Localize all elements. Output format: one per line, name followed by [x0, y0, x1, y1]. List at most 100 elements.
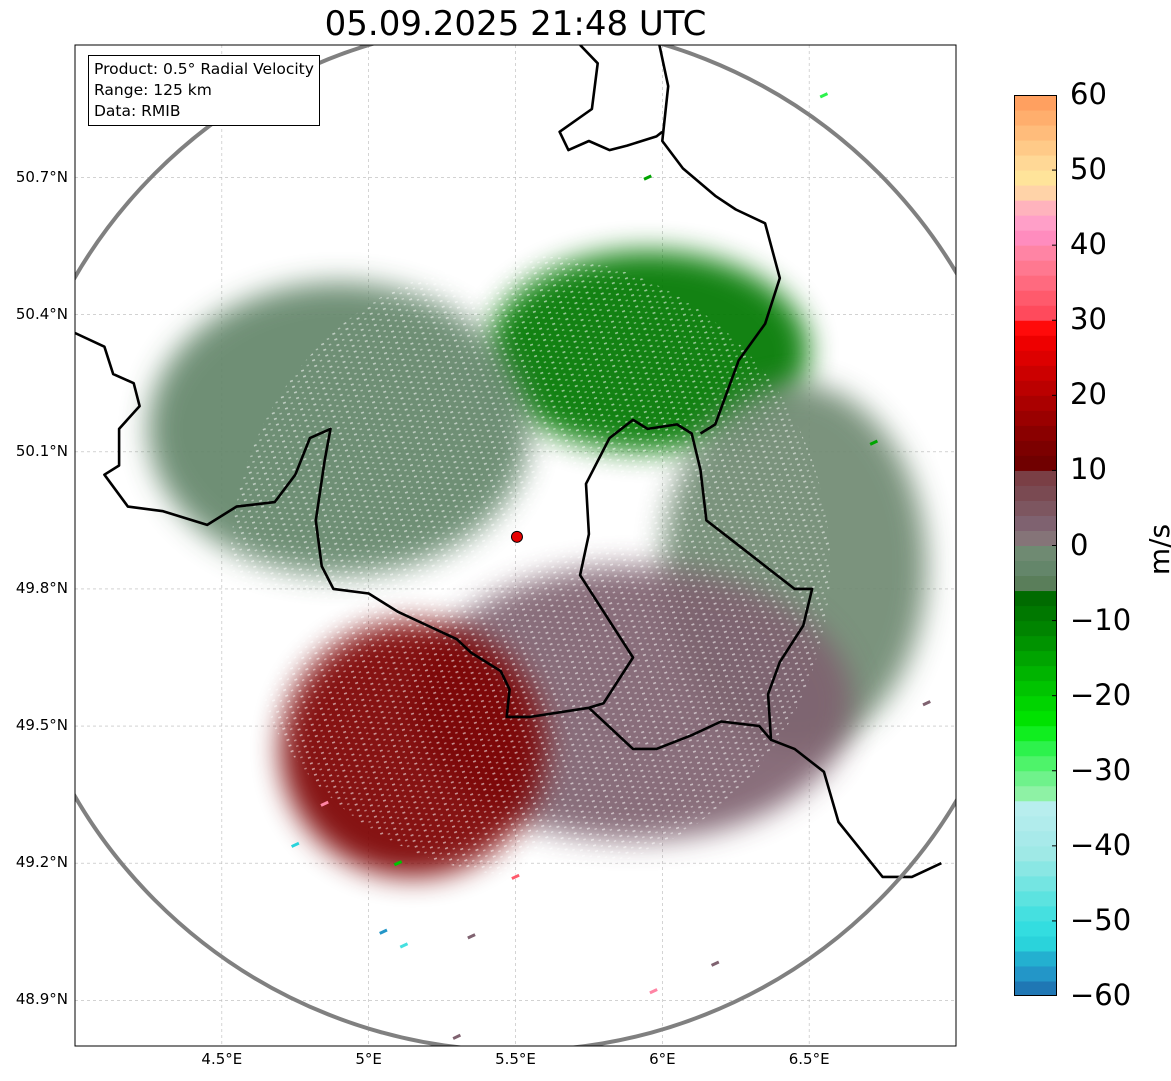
colorbar-band — [1014, 770, 1057, 787]
colorbar-tick-label: −20 — [1070, 677, 1132, 712]
lat-tick-label: 49.8°N — [15, 578, 68, 597]
velocity-echoes — [148, 92, 931, 1040]
map-title: 05.09.2025 21:48 UTC — [324, 4, 707, 44]
echo-gate — [819, 92, 829, 99]
radar-site-marker — [510, 530, 523, 543]
colorbar-band — [1014, 740, 1057, 757]
echo-gate — [643, 174, 652, 181]
lon-tick-label: 6.5°E — [788, 1050, 830, 1068]
colorbar-band — [1014, 350, 1057, 366]
colorbar-band — [1014, 440, 1057, 456]
echo-gate — [399, 942, 409, 949]
colorbar-tick-label: 0 — [1070, 527, 1089, 562]
colorbar-band — [1014, 755, 1057, 772]
colorbar-band — [1014, 110, 1057, 126]
colorbar-band — [1014, 380, 1057, 396]
border-line — [558, 45, 664, 152]
colorbar-band — [1014, 650, 1057, 667]
product-info-box: Product: 0.5° Radial Velocity Range: 125… — [88, 55, 320, 126]
colorbar-band — [1014, 500, 1057, 516]
lat-tick-label: 50.4°N — [15, 304, 68, 323]
colorbar-tick-label: −30 — [1070, 752, 1132, 787]
colorbar-band — [1014, 545, 1057, 562]
colorbar-band — [1014, 905, 1057, 922]
colorbar-band — [1014, 815, 1057, 832]
radar-site-layer — [510, 530, 523, 543]
colorbar-band — [1014, 335, 1057, 351]
lat-tick-label: 50.1°N — [15, 441, 68, 460]
colorbar-tick-label: −40 — [1070, 827, 1132, 862]
echo-gate — [320, 800, 329, 807]
echo-gate — [649, 988, 658, 995]
colorbar-band — [1014, 455, 1057, 471]
colorbar-band — [1014, 485, 1057, 501]
colorbar-band — [1014, 425, 1057, 441]
colorbar-band — [1014, 785, 1057, 802]
colorbar-band — [1014, 245, 1057, 261]
colorbar-band — [1014, 170, 1057, 186]
colorbar-band — [1014, 290, 1057, 306]
echo-speckle-texture — [230, 256, 831, 877]
info-product: Product: 0.5° Radial Velocity — [94, 60, 314, 78]
colorbar-band — [1014, 590, 1057, 607]
colorbar-band — [1014, 665, 1057, 682]
colorbar-band — [1014, 560, 1057, 577]
country-borders — [75, 45, 942, 879]
lat-tick-label: 50.7°N — [15, 167, 68, 186]
lon-tick-label: 5.5°E — [495, 1050, 536, 1068]
colorbar-band — [1014, 410, 1057, 426]
lat-tick-label: 49.2°N — [15, 853, 68, 872]
colorbar-band — [1014, 155, 1057, 171]
colorbar-band — [1014, 140, 1057, 156]
colorbar-band — [1014, 920, 1057, 937]
colorbar-tick-label: 20 — [1070, 377, 1107, 412]
colorbar-band — [1014, 530, 1057, 546]
colorbar — [1014, 95, 1057, 996]
colorbar-tick-label: 40 — [1070, 227, 1107, 262]
colorbar-band — [1014, 965, 1057, 982]
colorbar-band — [1014, 875, 1057, 892]
colorbar-band — [1014, 890, 1057, 907]
colorbar-tick-label: −60 — [1070, 978, 1132, 1012]
border-line — [578, 418, 814, 740]
plot-frame — [74, 44, 957, 1047]
echo-gate — [710, 960, 720, 967]
lon-tick-label: 4.5°E — [201, 1050, 243, 1068]
info-data-source: Data: RMIB — [94, 102, 181, 120]
colorbar-band — [1014, 260, 1057, 276]
colorbar-tick-label: −10 — [1070, 602, 1132, 637]
colorbar-band — [1014, 125, 1057, 141]
colorbar-band — [1014, 515, 1057, 531]
colorbar-tick-label: 60 — [1070, 77, 1107, 111]
colorbar-band — [1014, 185, 1057, 201]
colorbar-band — [1014, 575, 1057, 592]
colorbar-band — [1014, 935, 1057, 952]
echo-gate — [452, 1033, 462, 1040]
echo-gate — [379, 928, 388, 935]
lon-tick-label: 5°E — [355, 1050, 382, 1068]
echo-gate — [467, 933, 476, 940]
colorbar-band — [1014, 605, 1057, 622]
echo-gate — [290, 841, 300, 848]
colorbar-band — [1014, 200, 1057, 216]
lat-tick-label: 49.5°N — [15, 716, 68, 735]
colorbar-band — [1014, 680, 1057, 697]
colorbar-band — [1014, 320, 1057, 336]
colorbar-band — [1014, 800, 1057, 817]
colorbar-band — [1014, 365, 1057, 381]
colorbar-band — [1014, 470, 1057, 486]
colorbar-band — [1014, 980, 1057, 996]
colorbar-band — [1014, 95, 1057, 111]
colorbar-band — [1014, 860, 1057, 877]
colorbar-band — [1014, 275, 1057, 291]
colorbar-tick-label: 30 — [1070, 302, 1107, 337]
colorbar-band — [1014, 620, 1057, 637]
colorbar-band — [1014, 395, 1057, 411]
colorbar-band — [1014, 230, 1057, 246]
colorbar-band — [1014, 710, 1057, 727]
echo-gate — [511, 873, 520, 880]
echo-gate — [869, 439, 879, 446]
colorbar-band — [1014, 305, 1057, 321]
colorbar-band — [1014, 215, 1057, 231]
info-range: Range: 125 km — [94, 81, 212, 99]
